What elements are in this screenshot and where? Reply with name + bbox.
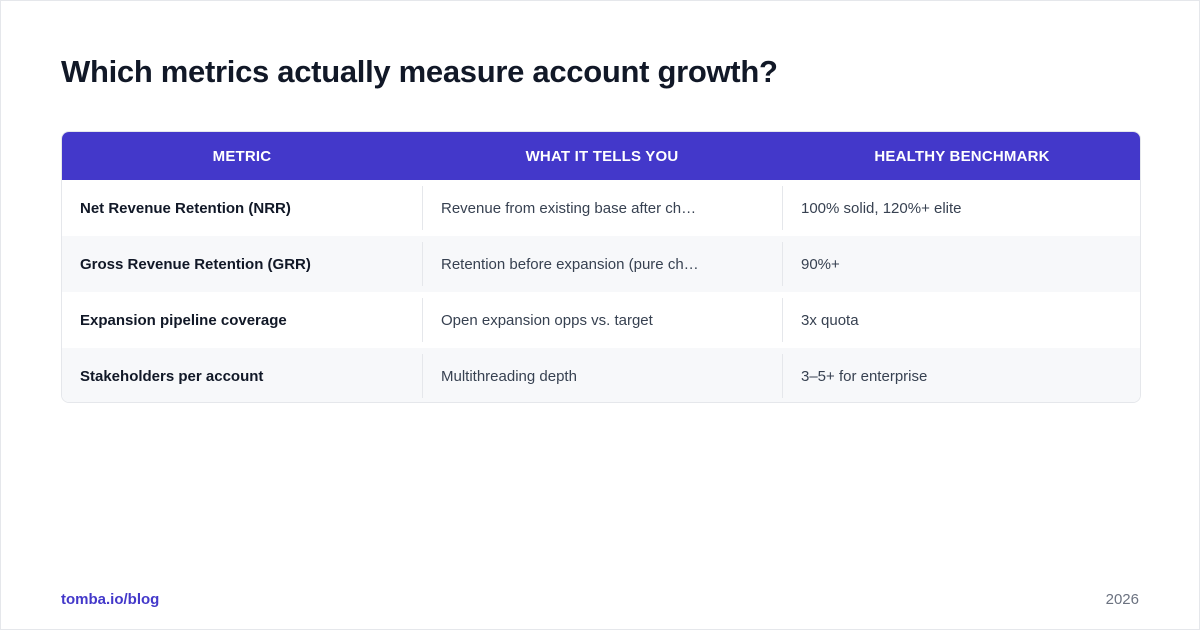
column-header-what-it-tells-you: WHAT IT TELLS YOU — [525, 147, 679, 165]
table-row: Gross Revenue Retention (GRR) Retention … — [62, 236, 1140, 292]
benchmark-cell: 3x quota — [782, 298, 1140, 342]
benchmark-cell: 3–5+ for enterprise — [782, 354, 1140, 398]
page-title: Which metrics actually measure account g… — [61, 54, 778, 89]
description-cell: Multithreading depth — [422, 354, 782, 398]
column-header-healthy-benchmark: HEALTHY BENCHMARK — [874, 147, 1050, 165]
metric-cell: Expansion pipeline coverage — [80, 311, 287, 329]
column-header-metric: METRIC — [212, 147, 272, 165]
metrics-table: METRIC WHAT IT TELLS YOU HEALTHY BENCHMA… — [61, 131, 1141, 403]
table-header: METRIC WHAT IT TELLS YOU HEALTHY BENCHMA… — [62, 132, 1140, 180]
description-cell: Revenue from existing base after ch… — [422, 186, 782, 230]
table-row: Stakeholders per account Multithreading … — [62, 348, 1140, 402]
source-link[interactable]: tomba.io/blog — [61, 591, 160, 608]
description-cell: Retention before expansion (pure ch… — [422, 242, 782, 286]
description-cell: Open expansion opps vs. target — [422, 298, 782, 342]
benchmark-cell: 90%+ — [782, 242, 1140, 286]
metric-cell: Net Revenue Retention (NRR) — [80, 199, 291, 217]
metric-cell: Stakeholders per account — [80, 367, 264, 385]
year-label: 2026 — [1105, 591, 1139, 608]
table-row: Net Revenue Retention (NRR) Revenue from… — [62, 180, 1140, 236]
benchmark-cell: 100% solid, 120%+ elite — [782, 186, 1140, 230]
table-row: Expansion pipeline coverage Open expansi… — [62, 292, 1140, 348]
metric-cell: Gross Revenue Retention (GRR) — [80, 255, 311, 273]
